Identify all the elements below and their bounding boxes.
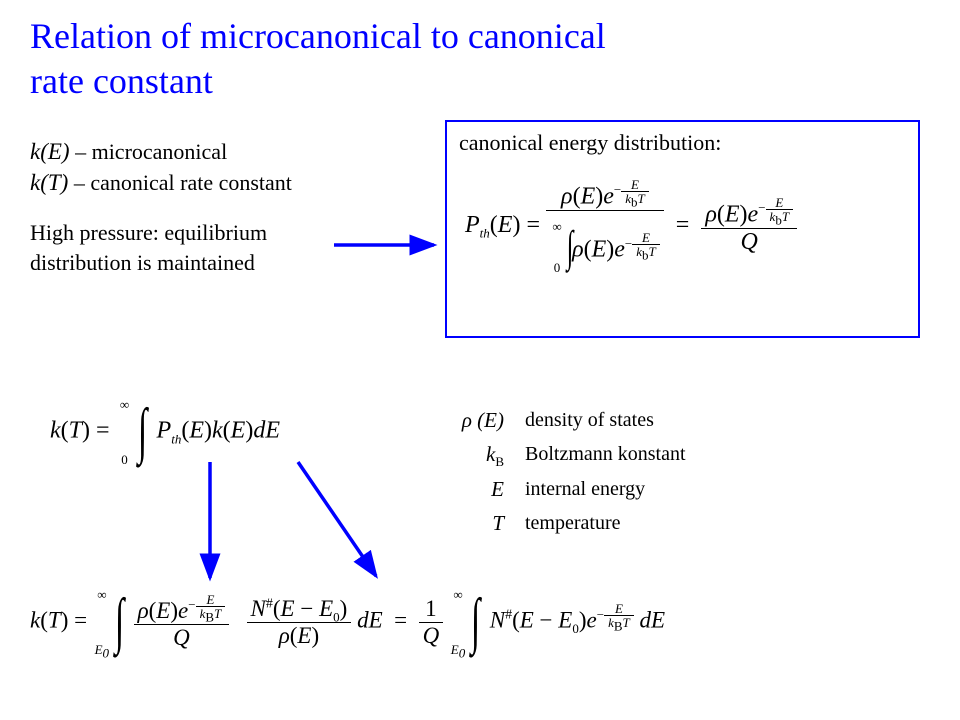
kE-text: – microcanonical: [70, 139, 228, 164]
E-desc: internal energy: [524, 473, 687, 505]
arrow-down-left-icon: [180, 458, 240, 588]
high-pressure-note: High pressure: equilibrium distribution …: [30, 218, 267, 277]
kB-desc: Boltzmann konstant: [524, 438, 687, 470]
pth-formula: Pth(E) = ρ(E)e−EkbT ∞0 ∫ ρ(E)e−EkbT = ρ(…: [465, 178, 906, 274]
legend-row-rho: ρ (E) density of states: [447, 404, 687, 436]
kT-expanded-formula: k(T) = ∞E0 ∫ ρ(E)e−EkBT Q N#(E − E0) ρ(E…: [30, 588, 665, 656]
rho-desc: density of states: [524, 404, 687, 436]
E-symbol: E: [447, 473, 522, 505]
canonical-distribution-box: canonical energy distribution: Pth(E) = …: [445, 120, 920, 338]
hp-line-2: distribution is maintained: [30, 250, 255, 275]
slide: { "title_line1": "Relation of microcanon…: [0, 0, 960, 720]
rho-symbol: ρ (E): [447, 404, 522, 436]
slide-title: Relation of microcanonical to canonical …: [30, 14, 606, 104]
legend-row-E: E internal energy: [447, 473, 687, 505]
symbol-legend: ρ (E) density of states kB Boltzmann kon…: [445, 402, 689, 542]
arrow-right-icon: [332, 230, 447, 260]
kB-symbol: kB: [447, 438, 522, 470]
title-line-1: Relation of microcanonical to canonical: [30, 16, 606, 56]
kT-symbol: k(T): [30, 170, 68, 195]
canonical-caption: canonical energy distribution:: [459, 130, 906, 156]
T-desc: temperature: [524, 507, 687, 539]
hp-line-1: High pressure: equilibrium: [30, 220, 267, 245]
kT-text: – canonical rate constant: [68, 170, 292, 195]
def-kE: k(E) – microcanonical: [30, 136, 292, 167]
kE-symbol: k(E): [30, 139, 70, 164]
kT-integral-formula: k(T) = ∞0 ∫ Pth(E)k(E)dE: [50, 398, 280, 466]
title-line-2: rate constant: [30, 61, 213, 101]
legend-row-T: T temperature: [447, 507, 687, 539]
def-kT: k(T) – canonical rate constant: [30, 167, 292, 198]
arrow-down-right-icon: [280, 458, 400, 588]
T-symbol: T: [447, 507, 522, 539]
legend-row-kB: kB Boltzmann konstant: [447, 438, 687, 470]
rate-constant-definitions: k(E) – microcanonical k(T) – canonical r…: [30, 136, 292, 198]
